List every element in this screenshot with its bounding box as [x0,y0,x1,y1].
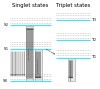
Text: T$_2$: T$_2$ [91,36,97,44]
Bar [26,26,33,81]
Text: Fluorescence: Fluorescence [38,57,39,73]
Text: S$_2$: S$_2$ [3,21,9,29]
Text: S$_1$: S$_1$ [3,45,9,53]
Bar [35,49,42,81]
Text: Singlet states: Singlet states [12,3,48,8]
Text: Absorption: Absorption [29,47,30,60]
Text: T$_3$: T$_3$ [91,16,97,24]
Text: S$_0$: S$_0$ [2,78,9,85]
Text: T$_1$: T$_1$ [91,54,97,61]
Text: Phosphorescence: Phosphorescence [71,59,72,80]
Bar [68,58,75,81]
Text: Triplet states: Triplet states [56,3,90,8]
